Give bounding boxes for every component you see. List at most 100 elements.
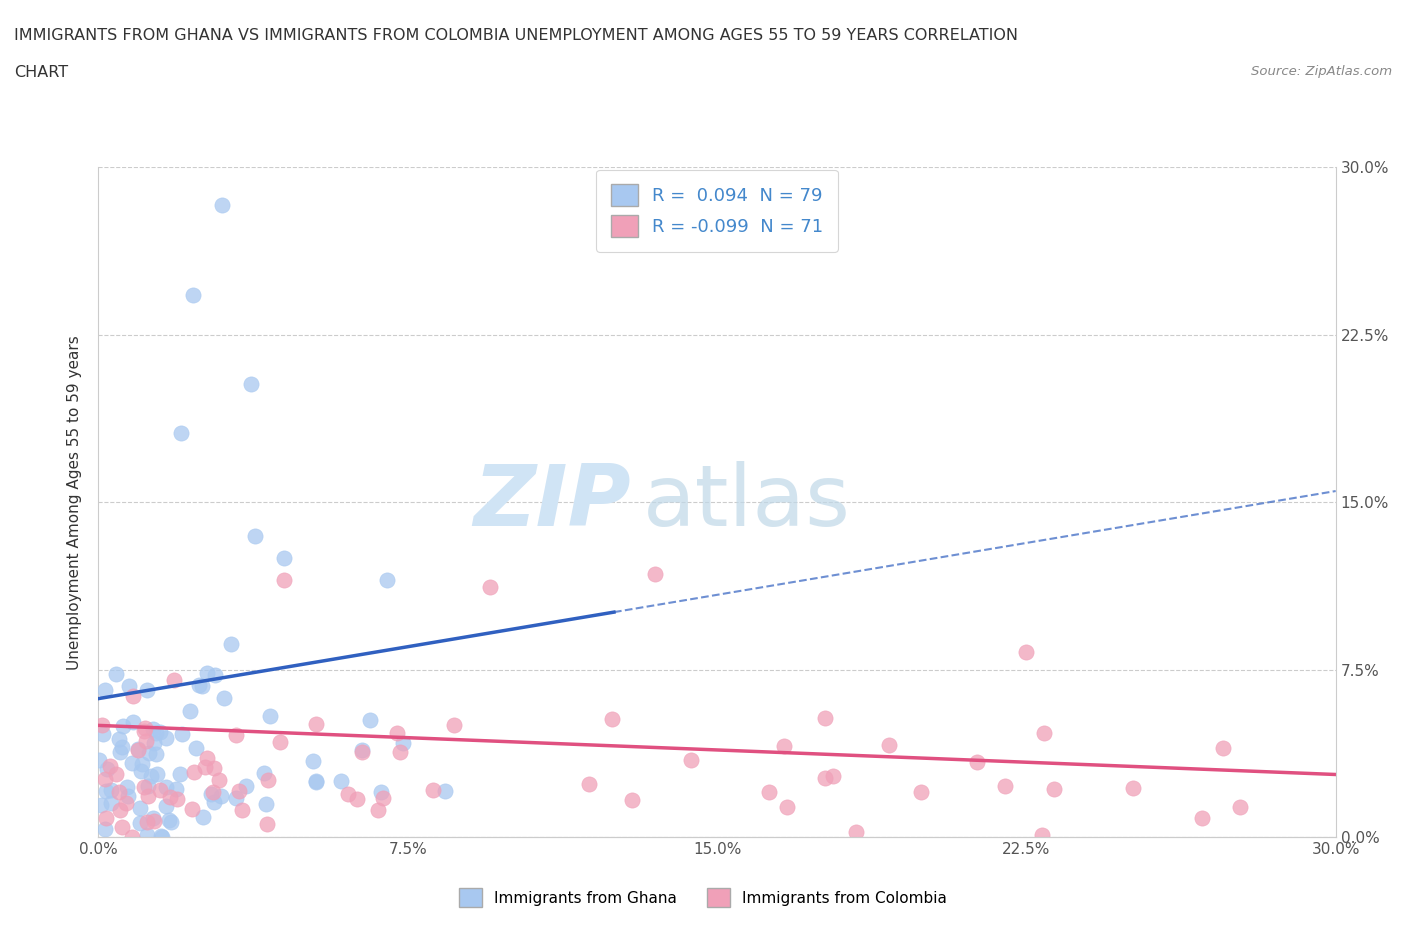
- Point: [145, 725, 167, 740]
- Point: [273, 573, 295, 588]
- Point: [252, 765, 274, 780]
- Point: [352, 745, 374, 760]
- Text: atlas: atlas: [643, 460, 851, 544]
- Point: [94, 772, 117, 787]
- Point: [111, 739, 134, 754]
- Point: [131, 756, 153, 771]
- Point: [231, 803, 253, 817]
- Point: [94, 821, 117, 836]
- Point: [170, 426, 193, 441]
- Point: [155, 799, 177, 814]
- Point: [105, 766, 128, 781]
- Legend: R =  0.094  N = 79, R = -0.099  N = 71: R = 0.094 N = 79, R = -0.099 N = 71: [596, 170, 838, 252]
- Point: [1015, 644, 1038, 659]
- Point: [273, 551, 295, 565]
- Point: [136, 828, 159, 843]
- Point: [235, 778, 257, 793]
- Point: [136, 789, 159, 804]
- Point: [142, 811, 165, 826]
- Point: [94, 783, 117, 798]
- Point: [225, 790, 247, 805]
- Point: [122, 688, 145, 703]
- Point: [257, 773, 280, 788]
- Point: [1032, 726, 1054, 741]
- Point: [600, 711, 623, 726]
- Point: [422, 783, 444, 798]
- Point: [479, 579, 502, 594]
- Point: [100, 795, 122, 810]
- Point: [121, 755, 143, 770]
- Point: [149, 782, 172, 797]
- Point: [90, 718, 112, 733]
- Point: [773, 738, 796, 753]
- Point: [93, 683, 115, 698]
- Point: [254, 797, 277, 812]
- Point: [336, 787, 359, 802]
- Point: [121, 714, 143, 729]
- Text: IMMIGRANTS FROM GHANA VS IMMIGRANTS FROM COLOMBIA UNEMPLOYMENT AMONG AGES 55 TO : IMMIGRANTS FROM GHANA VS IMMIGRANTS FROM…: [14, 28, 1018, 43]
- Point: [135, 683, 157, 698]
- Point: [111, 819, 134, 834]
- Point: [179, 704, 201, 719]
- Point: [813, 771, 835, 786]
- Point: [193, 760, 215, 775]
- Point: [114, 795, 136, 810]
- Point: [621, 792, 644, 807]
- Point: [304, 716, 326, 731]
- Point: [150, 829, 173, 844]
- Point: [166, 791, 188, 806]
- Text: ZIP: ZIP: [472, 460, 630, 544]
- Point: [966, 754, 988, 769]
- Point: [87, 752, 110, 767]
- Point: [879, 737, 901, 752]
- Point: [256, 817, 278, 831]
- Point: [346, 791, 368, 806]
- Point: [184, 741, 207, 756]
- Point: [214, 690, 236, 705]
- Point: [994, 779, 1017, 794]
- Point: [1212, 740, 1234, 755]
- Point: [202, 761, 225, 776]
- Point: [191, 810, 214, 825]
- Text: Source: ZipAtlas.com: Source: ZipAtlas.com: [1251, 65, 1392, 78]
- Point: [134, 780, 156, 795]
- Point: [111, 719, 134, 734]
- Point: [302, 754, 325, 769]
- Point: [375, 573, 398, 588]
- Y-axis label: Unemployment Among Ages 55 to 59 years: Unemployment Among Ages 55 to 59 years: [67, 335, 83, 670]
- Point: [433, 784, 456, 799]
- Point: [219, 636, 242, 651]
- Point: [136, 815, 159, 830]
- Point: [129, 816, 152, 830]
- Point: [269, 735, 291, 750]
- Point: [578, 777, 600, 791]
- Point: [145, 747, 167, 762]
- Point: [129, 764, 152, 778]
- Point: [155, 779, 177, 794]
- Point: [195, 751, 218, 765]
- Point: [135, 734, 157, 749]
- Point: [225, 727, 247, 742]
- Point: [136, 778, 159, 793]
- Point: [100, 783, 122, 798]
- Point: [132, 724, 155, 738]
- Point: [110, 803, 132, 817]
- Point: [758, 785, 780, 800]
- Text: CHART: CHART: [14, 65, 67, 80]
- Point: [115, 779, 138, 794]
- Point: [134, 721, 156, 736]
- Point: [209, 788, 232, 803]
- Point: [108, 732, 131, 747]
- Point: [157, 812, 180, 827]
- Point: [121, 830, 143, 844]
- Point: [228, 783, 250, 798]
- Point: [910, 785, 932, 800]
- Point: [159, 814, 181, 829]
- Point: [823, 769, 845, 784]
- Point: [163, 672, 186, 687]
- Point: [202, 794, 225, 809]
- Point: [240, 377, 263, 392]
- Point: [165, 782, 187, 797]
- Point: [845, 825, 868, 840]
- Point: [388, 745, 411, 760]
